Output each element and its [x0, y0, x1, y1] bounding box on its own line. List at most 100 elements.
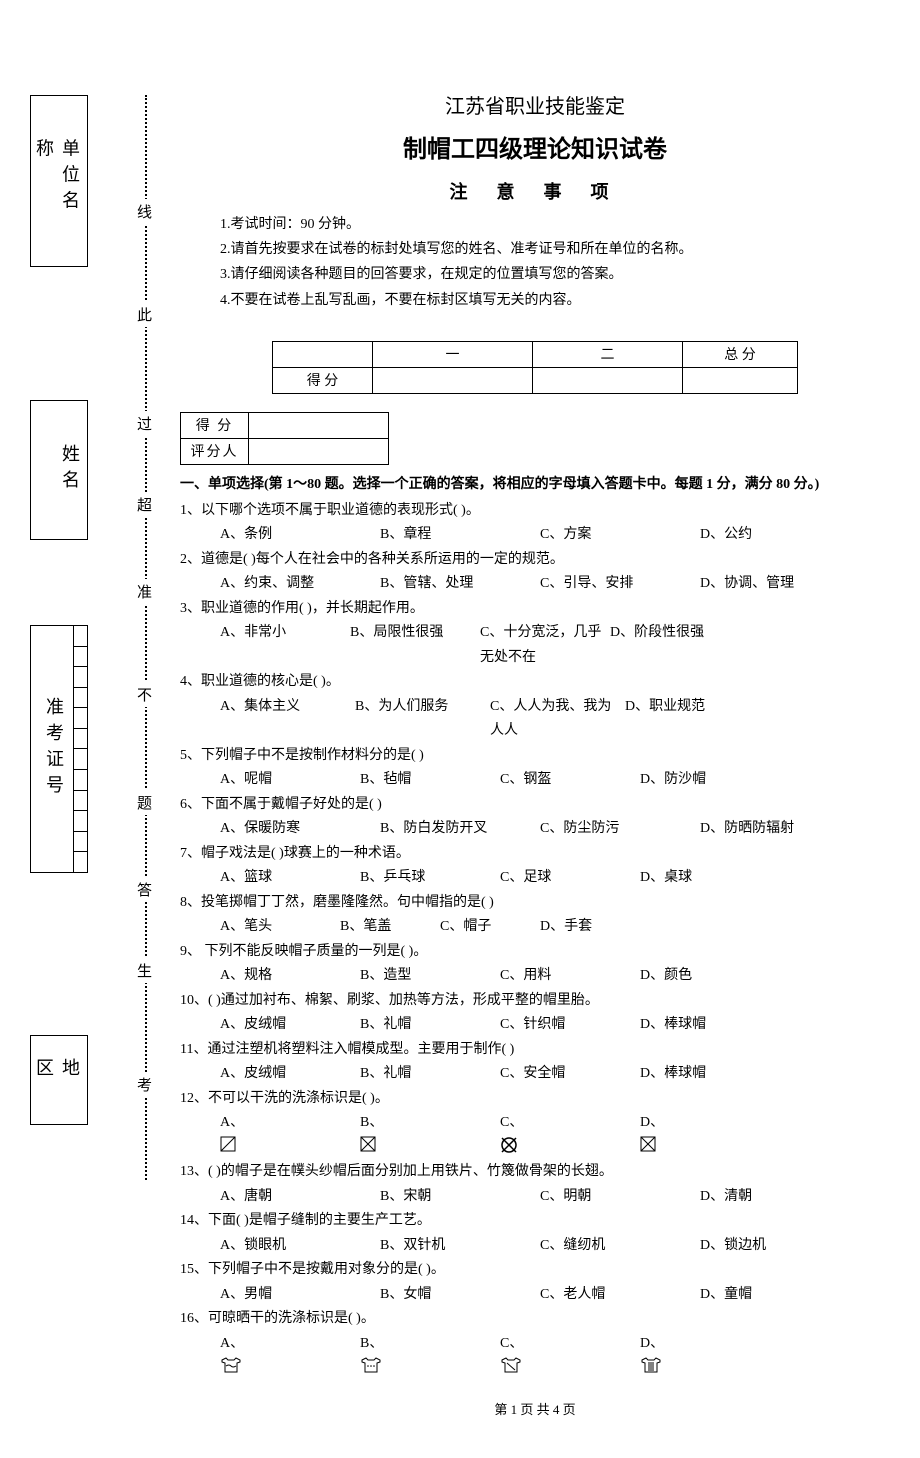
fold-char: 此	[137, 302, 152, 327]
option: A、保暖防寒	[220, 817, 380, 842]
question-7: 7、帽子戏法是( )球赛上的一种术语。A、篮球B、乒乓球C、足球D、桌球	[180, 842, 890, 891]
option: C、方案	[540, 523, 700, 548]
option: C、足球	[500, 866, 640, 891]
question-stem: 13、( )的帽子是在幞头纱帽后面分别加上用铁片、竹篾做骨架的长翅。	[180, 1160, 890, 1185]
option: B、女帽	[380, 1283, 540, 1308]
question-stem: 4、职业道德的核心是( )。	[180, 670, 890, 695]
question-14: 14、下面( )是帽子缝制的主要生产工艺。A、锁眼机B、双针机C、缝纫机D、锁边…	[180, 1209, 890, 1258]
question-stem: 3、职业道德的作用( )，并长期起作用。	[180, 597, 890, 622]
option: C、帽子	[440, 915, 540, 940]
option: D、手套	[540, 915, 640, 940]
score-summary-table: 一 二 总 分 得 分	[272, 341, 798, 394]
question-stem: 15、下列帽子中不是按戴用对象分的是( )。	[180, 1258, 890, 1283]
question-options: A、锁眼机B、双针机C、缝纫机D、锁边机	[220, 1234, 890, 1259]
summary-blank	[273, 341, 373, 367]
question-8: 8、投笔掷帽丁丁然，磨墨隆隆然。句中帽指的是( )A、笔头B、笔盖C、帽子D、手…	[180, 891, 890, 940]
seal-box-examid: 准考证号	[30, 625, 88, 873]
fold-char: 生	[137, 958, 152, 983]
question-10: 10、( )通过加衬布、棉絮、刷浆、加热等方法，形成平整的帽里胎。A、皮绒帽B、…	[180, 989, 890, 1038]
section-score-box: 得 分 评分人	[180, 412, 389, 465]
option: A、集体主义	[220, 695, 355, 744]
option: C、	[500, 1332, 640, 1381]
question-4: 4、职业道德的核心是( )。A、集体主义B、为人们服务C、人人为我、我为人人D、…	[180, 670, 890, 744]
option: B、局限性很强	[350, 621, 480, 670]
option: B、礼帽	[360, 1013, 500, 1038]
question-15: 15、下列帽子中不是按戴用对象分的是( )。A、男帽B、女帽C、老人帽D、童帽	[180, 1258, 890, 1307]
question-options: A、呢帽B、毡帽C、钢盔D、防沙帽	[220, 768, 890, 793]
seal-margin: 单位名称 姓名 准考证号 地区	[30, 95, 140, 1175]
option: C、	[500, 1111, 640, 1160]
question-options: A、条例B、章程C、方案D、公约	[220, 523, 890, 548]
summary-cell	[373, 367, 533, 393]
option: D、防沙帽	[640, 768, 780, 793]
washing-icon	[360, 1356, 500, 1374]
option: B、章程	[380, 523, 540, 548]
question-16: 16、可晾晒干的洗涤标识是( )。A、B、C、D、	[180, 1307, 890, 1381]
notice-item: 1.考试时间：90 分钟。	[220, 212, 890, 237]
option: B、笔盖	[340, 915, 440, 940]
grader-cell	[249, 438, 389, 464]
title-supervisory: 江苏省职业技能鉴定	[180, 90, 890, 119]
washing-icon	[360, 1136, 500, 1154]
question-stem: 8、投笔掷帽丁丁然，磨墨隆隆然。句中帽指的是( )	[180, 891, 890, 916]
option: D、锁边机	[700, 1234, 860, 1259]
washing-icon	[220, 1356, 360, 1374]
question-stem: 12、不可以干洗的洗涤标识是( )。	[180, 1087, 890, 1112]
title-main: 制帽工四级理论知识试卷	[180, 129, 890, 164]
notice-heading: 注 意 事 项	[180, 178, 890, 204]
summary-cell	[533, 367, 683, 393]
question-options: A、篮球B、乒乓球C、足球D、桌球	[220, 866, 890, 891]
notice-item: 4.不要在试卷上乱写乱画，不要在标封区填写无关的内容。	[220, 288, 890, 313]
section-1-title: 一、单项选择(第 1～80 题。选择一个正确的答案，将相应的字母填入答题卡中。每…	[180, 473, 890, 497]
option: B、毡帽	[360, 768, 500, 793]
question-options: A、集体主义B、为人们服务C、人人为我、我为人人D、职业规范	[220, 695, 890, 744]
question-options: A、皮绒帽B、礼帽C、安全帽D、棒球帽	[220, 1062, 890, 1087]
option: A、唐朝	[220, 1185, 380, 1210]
question-options: A、男帽B、女帽C、老人帽D、童帽	[220, 1283, 890, 1308]
question-stem: 9、 下列不能反映帽子质量的一列是( )。	[180, 940, 890, 965]
option: A、篮球	[220, 866, 360, 891]
option: A、皮绒帽	[220, 1062, 360, 1087]
question-options: A、唐朝B、宋朝C、明朝D、清朝	[220, 1185, 890, 1210]
option: B、造型	[360, 964, 500, 989]
question-options: A、笔头B、笔盖C、帽子D、手套	[220, 915, 890, 940]
summary-row2-label: 得 分	[273, 367, 373, 393]
question-options: A、B、C、D、	[220, 1111, 890, 1160]
option: D、颜色	[640, 964, 780, 989]
washing-icon	[640, 1136, 780, 1154]
label-name: 姓名	[57, 444, 83, 496]
question-stem: 2、道德是( )每个人在社会中的各种关系所运用的一定的规范。	[180, 548, 890, 573]
question-options: A、B、C、D、	[220, 1332, 890, 1381]
option: B、礼帽	[360, 1062, 500, 1087]
option: D、防晒防辐射	[700, 817, 860, 842]
question-options: A、规格B、造型C、用料D、颜色	[220, 964, 890, 989]
question-options: A、约束、调整B、管辖、处理C、引导、安排D、协调、管理	[220, 572, 890, 597]
label-unit-name: 单位名称	[31, 139, 83, 224]
option: B、防白发防开叉	[380, 817, 540, 842]
option: C、明朝	[540, 1185, 700, 1210]
option: A、皮绒帽	[220, 1013, 360, 1038]
summary-col-total: 总 分	[683, 341, 798, 367]
washing-icon	[500, 1356, 640, 1374]
option: A、男帽	[220, 1283, 380, 1308]
main-content: 江苏省职业技能鉴定 制帽工四级理论知识试卷 注 意 事 项 1.考试时间：90 …	[180, 20, 890, 1418]
option: C、防尘防污	[540, 817, 700, 842]
option: D、棒球帽	[640, 1013, 780, 1038]
option: A、规格	[220, 964, 360, 989]
question-1: 1、以下哪个选项不属于职业道德的表现形式( )。A、条例B、章程C、方案D、公约	[180, 499, 890, 548]
option: C、针织帽	[500, 1013, 640, 1038]
option: A、锁眼机	[220, 1234, 380, 1259]
question-9: 9、 下列不能反映帽子质量的一列是( )。A、规格B、造型C、用料D、颜色	[180, 940, 890, 989]
summary-col-2: 二	[533, 341, 683, 367]
option: C、钢盔	[500, 768, 640, 793]
option: C、人人为我、我为人人	[490, 695, 625, 744]
option: B、	[360, 1332, 500, 1381]
question-2: 2、道德是( )每个人在社会中的各种关系所运用的一定的规范。A、约束、调整B、管…	[180, 548, 890, 597]
option: C、老人帽	[540, 1283, 700, 1308]
option: D、桌球	[640, 866, 780, 891]
question-stem: 10、( )通过加衬布、棉絮、刷浆、加热等方法，形成平整的帽里胎。	[180, 989, 890, 1014]
option: B、管辖、处理	[380, 572, 540, 597]
summary-col-1: 一	[373, 341, 533, 367]
option: D、阶段性很强	[610, 621, 740, 670]
notice-list: 1.考试时间：90 分钟。 2.请首先按要求在试卷的标封处填写您的姓名、准考证号…	[220, 212, 890, 313]
